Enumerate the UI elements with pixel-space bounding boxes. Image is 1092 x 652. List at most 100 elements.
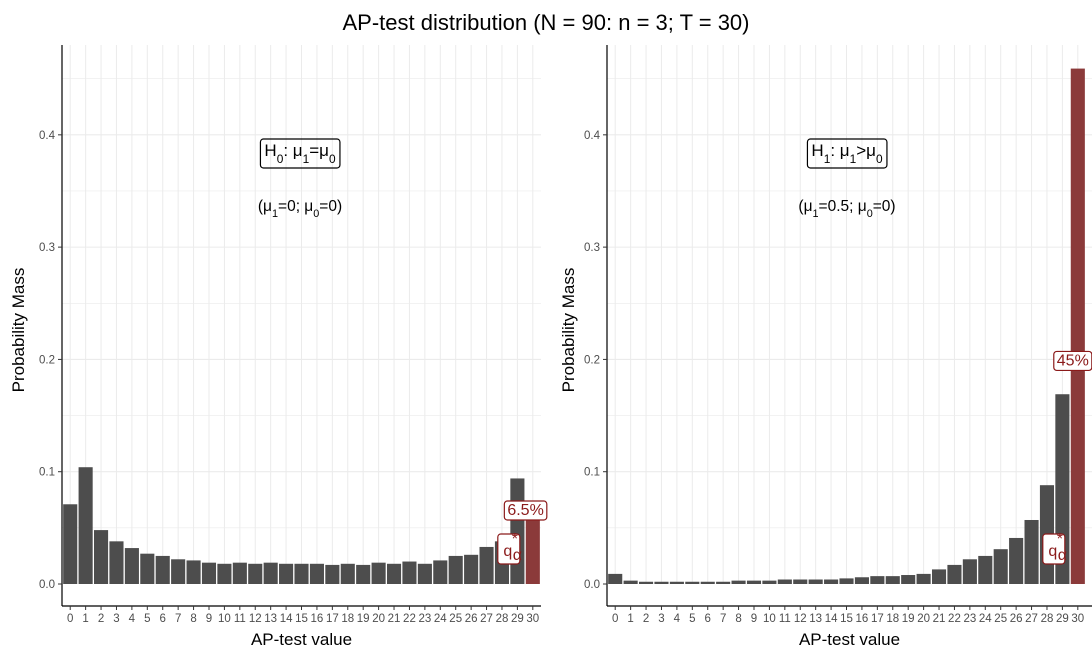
bar	[1024, 519, 1039, 584]
bar	[417, 563, 432, 584]
x-tick-label: 21	[933, 613, 946, 625]
y-tick-label: 0.4	[584, 130, 601, 142]
bar	[140, 553, 155, 584]
bar	[464, 554, 479, 584]
bar	[669, 581, 684, 584]
hypothesis-box	[259, 138, 341, 169]
x-tick-label: 4	[674, 613, 681, 625]
bar	[217, 563, 232, 584]
x-axis-title: AP-test value	[799, 630, 900, 649]
quantile-label: q*α	[497, 531, 522, 565]
quantile-text: q	[1048, 543, 1057, 560]
x-tick-label: 28	[496, 613, 509, 625]
x-tick-label: 27	[1025, 613, 1038, 625]
bar	[839, 578, 854, 584]
x-tick-label: 14	[280, 613, 293, 625]
y-tick-label: 0.3	[39, 242, 55, 254]
parameters-text: (μ1=0; μ0=0)	[258, 198, 342, 220]
x-tick-label: 19	[902, 613, 915, 625]
bar	[623, 580, 638, 584]
x-tick-label: 18	[886, 613, 899, 625]
quantile-alpha: α	[1058, 547, 1067, 564]
x-tick-label: 26	[1010, 613, 1023, 625]
quantile-box	[497, 533, 521, 565]
hypothesis-text: H0: μ1=μ0	[264, 141, 336, 166]
bar	[186, 560, 201, 584]
y-tick-label: 0.2	[584, 354, 600, 366]
bar	[993, 549, 1008, 584]
bar	[248, 563, 263, 584]
bar	[263, 562, 278, 584]
bar	[433, 560, 448, 584]
x-tick-label: 5	[689, 613, 695, 625]
hypothesis-label: H1: μ1>μ0	[806, 138, 888, 169]
gridlines	[62, 45, 541, 584]
y-axis-title: Probability Mass	[559, 268, 578, 393]
bar	[171, 559, 186, 584]
x-tick-label: 8	[190, 613, 196, 625]
bar	[947, 564, 962, 584]
x-tick-label: 2	[98, 613, 104, 625]
x-tick-label: 15	[840, 613, 853, 625]
x-tick-label: 20	[917, 613, 930, 625]
quantile-text: q	[503, 543, 512, 560]
bar	[793, 579, 808, 584]
right-panel: 0.00.10.20.30.40 1 2 3 4 5 6 7 8 9 10 11 12 13 14 15 16 1…	[559, 45, 1092, 649]
left-panel: 0.00.10.20.30.40 1 2 3 4 5 6 7 8 9 10 11 12 13 14 15 16 1…	[9, 45, 548, 649]
y-tick-label: 0.0	[584, 579, 600, 591]
critical-percent-box	[503, 500, 548, 521]
x-tick-label: 9	[751, 613, 757, 625]
critical-percent-label: 45%	[1057, 352, 1089, 369]
x-tick-label: 26	[465, 613, 478, 625]
quantile-box	[1042, 533, 1066, 565]
bar	[731, 580, 746, 584]
bar	[854, 577, 869, 584]
x-tick-label: 3	[113, 613, 119, 625]
bar	[325, 564, 340, 584]
bar	[885, 576, 900, 584]
bar	[1009, 537, 1024, 584]
x-tick-label: 28	[1041, 613, 1054, 625]
x-tick-label: 6	[160, 613, 166, 625]
x-tick-label: 9	[206, 613, 212, 625]
x-tick-label: 23	[963, 613, 976, 625]
y-tick-label: 0.3	[584, 242, 600, 254]
x-tick-label: 16	[311, 613, 324, 625]
bar	[746, 580, 762, 584]
x-tick-label: 18	[341, 613, 354, 625]
x-tick-label: 14	[825, 613, 838, 625]
x-tick-label: 2	[643, 613, 649, 625]
bar	[356, 564, 371, 584]
parameters-text: (μ1=0.5; μ0=0)	[798, 198, 895, 220]
y-tick-label: 0.1	[584, 467, 600, 479]
bar	[155, 555, 170, 584]
x-tick-label: 10	[218, 613, 231, 625]
x-tick-label: 13	[264, 613, 277, 625]
x-tick-label: 11	[234, 613, 246, 625]
x-tick-label: 24	[979, 613, 992, 625]
x-tick-label: 4	[129, 613, 136, 625]
x-tick-label: 29	[1056, 613, 1069, 625]
bar	[232, 562, 247, 584]
x-tick-label: 30	[526, 613, 539, 625]
hypothesis-text: H1: μ1>μ0	[811, 141, 883, 166]
x-tick-label: 11	[779, 613, 791, 625]
critical-percent-label: 6.5%	[507, 502, 543, 519]
bar	[978, 555, 993, 584]
x-tick-label: 7	[175, 613, 181, 625]
x-tick-label: 17	[871, 613, 884, 625]
bar	[340, 563, 355, 584]
x-tick-label: 17	[326, 613, 339, 625]
bar	[294, 563, 309, 584]
y-tick-label: 0.2	[39, 354, 55, 366]
hypothesis-label: H0: μ1=μ0	[259, 138, 341, 169]
bar	[94, 530, 109, 584]
x-tick-label: 13	[809, 613, 822, 625]
y-axis-title: Probability Mass	[9, 268, 28, 393]
quantile-star: *	[512, 531, 518, 548]
bar	[639, 581, 654, 584]
bar	[901, 575, 916, 584]
x-tick-label: 12	[249, 613, 262, 625]
x-tick-label: 15	[295, 613, 308, 625]
x-tick-label: 1	[82, 613, 88, 625]
